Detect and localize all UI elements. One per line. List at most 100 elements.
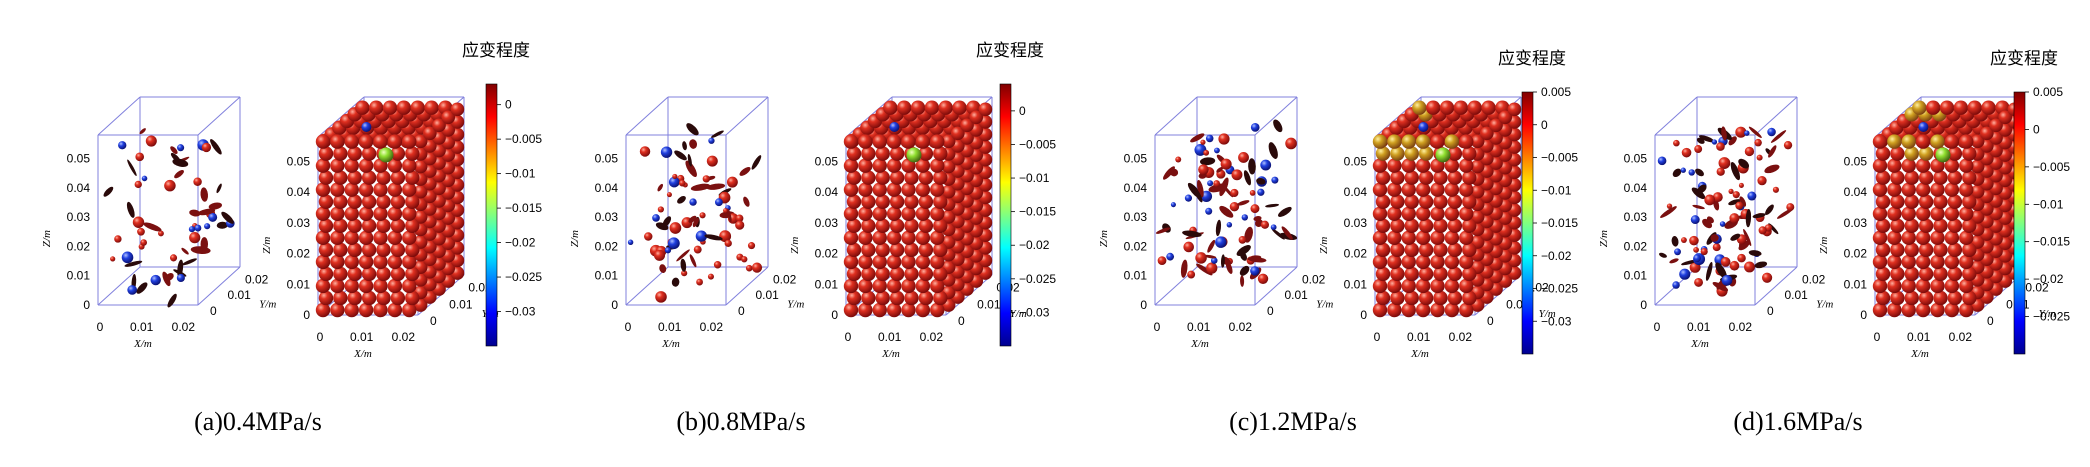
particle-sphere — [1918, 218, 1934, 234]
particle-sphere — [1444, 230, 1460, 246]
particle-sphere — [889, 266, 905, 282]
particle-sphere — [1372, 278, 1388, 294]
particle-sphere — [1430, 278, 1445, 294]
particle-sphere — [315, 206, 331, 221]
particle-sphere — [918, 170, 934, 185]
particle-sphere — [1462, 170, 1477, 185]
particle-sphere — [1712, 192, 1723, 203]
z-tick-label: 0 — [831, 308, 838, 322]
particle-sphere — [1203, 149, 1210, 156]
z-tick-label: 0 — [611, 298, 618, 312]
particle-sphere — [1467, 100, 1482, 115]
particle-sphere — [150, 274, 161, 286]
z-tick-label: 0.04 — [287, 185, 311, 199]
particle-sphere — [1271, 176, 1279, 184]
particle-sphere — [1887, 254, 1902, 270]
particle-sphere — [1418, 194, 1434, 209]
box-edge — [97, 96, 141, 136]
particle-sphere — [1872, 278, 1888, 294]
z-tick-label: 0.03 — [67, 210, 91, 224]
colorbar-tick-label: 0 — [505, 98, 512, 112]
particle-sphere — [1459, 134, 1474, 149]
colorbar-tick-label: −0.03 — [1019, 305, 1050, 319]
particle-sphere — [204, 223, 211, 230]
particle-disk — [689, 139, 698, 149]
particle-sphere — [1415, 182, 1431, 197]
particle-sphere — [1680, 167, 1686, 173]
particle-sphere — [751, 262, 763, 273]
particle-sphere — [1205, 134, 1214, 143]
particle-sphere — [1970, 184, 1985, 199]
particle-sphere — [886, 254, 902, 270]
particle-sphere — [1459, 206, 1474, 221]
particle-sphere — [886, 134, 902, 149]
particle-sphere — [344, 158, 359, 173]
particle-sphere — [1953, 100, 1969, 115]
particle-sphere — [134, 180, 142, 189]
z-tick-label: 0.01 — [815, 277, 839, 291]
particle-sphere — [333, 194, 348, 209]
particle-disk — [1204, 254, 1217, 259]
z-tick-label: 0.01 — [595, 269, 619, 283]
x-tick-label: 0.02 — [700, 320, 724, 334]
y-tick-label: 0 — [958, 314, 965, 328]
particle-sphere — [918, 218, 934, 234]
particle-sphere — [1959, 182, 1974, 197]
particle-sphere — [930, 278, 945, 294]
particle-sphere — [1462, 290, 1477, 306]
particle-sphere — [1694, 145, 1703, 154]
particle-disk — [1669, 258, 1679, 264]
particle-sphere — [1728, 188, 1734, 194]
particle-sphere — [858, 302, 873, 318]
box-edge — [1754, 96, 1798, 136]
particle-sphere — [901, 278, 916, 294]
particle-sphere — [875, 146, 890, 161]
particle-sphere — [1430, 134, 1445, 149]
particle-sphere — [344, 278, 359, 294]
box-edge — [1874, 96, 1922, 138]
particle-sphere — [315, 230, 331, 246]
particle-disk — [167, 293, 177, 308]
particle-sphere — [188, 226, 196, 233]
particle-sphere — [1959, 206, 1974, 221]
x-axis-label: X/m — [1190, 338, 1209, 350]
particle-sphere — [1166, 252, 1175, 261]
panel-caption: (d)1.6MPa/s — [1733, 407, 1862, 436]
particle-sphere — [1214, 147, 1220, 154]
particle-sphere — [1738, 182, 1744, 188]
y-axis-label: Y/m — [259, 299, 276, 311]
x-axis-label: X/m — [1910, 348, 1929, 360]
particle-sphere — [1930, 206, 1945, 221]
particle-sphere — [1901, 206, 1916, 221]
particle-disk — [1712, 281, 1729, 292]
particle-sphere — [875, 170, 890, 185]
z-tick-label: 0.04 — [1624, 181, 1648, 195]
particle-sphere — [1412, 100, 1427, 115]
particle-sphere — [843, 134, 859, 149]
particle-sphere — [960, 118, 974, 133]
particle-sphere — [358, 278, 374, 294]
particle-sphere — [390, 266, 406, 282]
particle-sphere — [904, 170, 919, 185]
panel-caption: (b)0.8MPa/s — [676, 407, 805, 436]
colorbar-gradient — [485, 83, 498, 347]
particle-sphere — [1721, 274, 1733, 286]
box-edge — [1754, 266, 1798, 306]
particle-sphere — [901, 254, 916, 270]
particle-sphere — [361, 290, 377, 306]
particle-sphere — [1375, 218, 1391, 234]
particle-disk — [1695, 168, 1704, 177]
box-edge — [197, 266, 241, 306]
particle-sphere — [1375, 290, 1391, 306]
particle-sphere — [1404, 266, 1419, 282]
particle-disk — [686, 123, 699, 136]
particle-sphere — [344, 206, 359, 221]
particle-sphere — [858, 158, 873, 173]
z-tick-label: 0.02 — [1124, 239, 1148, 253]
particle-sphere — [158, 230, 164, 237]
particle-disk — [689, 254, 697, 268]
particle-disk — [162, 271, 171, 287]
particle-sphere — [410, 100, 425, 115]
particle-sphere — [1657, 156, 1667, 166]
particle-sphere — [915, 278, 931, 294]
